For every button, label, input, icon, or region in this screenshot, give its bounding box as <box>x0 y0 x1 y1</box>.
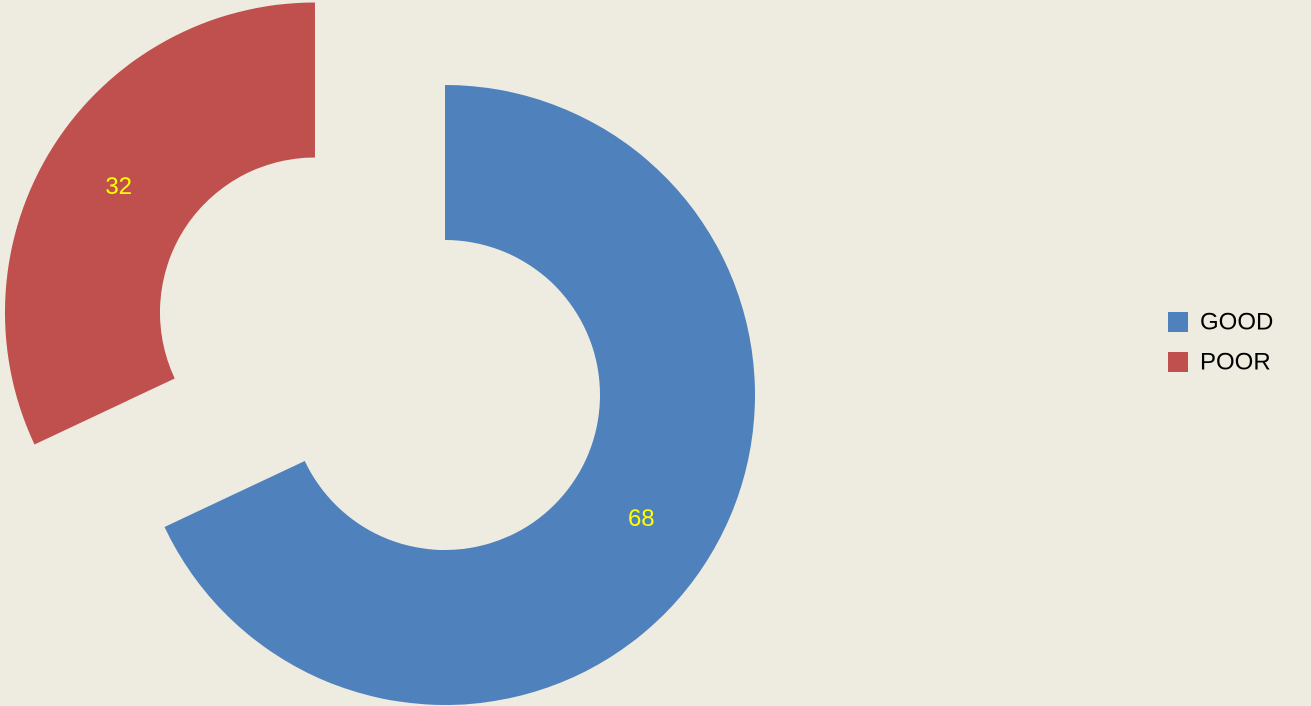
slice <box>4 2 315 445</box>
legend: GOOD POOR <box>1168 308 1273 375</box>
data-label: 68 <box>628 505 655 532</box>
slice <box>164 85 756 705</box>
legend-label: POOR <box>1200 348 1271 375</box>
data-label: 32 <box>105 173 132 200</box>
legend-swatch <box>1168 352 1188 372</box>
slices: 68 32 <box>4 2 756 705</box>
legend-label: GOOD <box>1200 308 1273 335</box>
legend-swatch <box>1168 312 1188 332</box>
